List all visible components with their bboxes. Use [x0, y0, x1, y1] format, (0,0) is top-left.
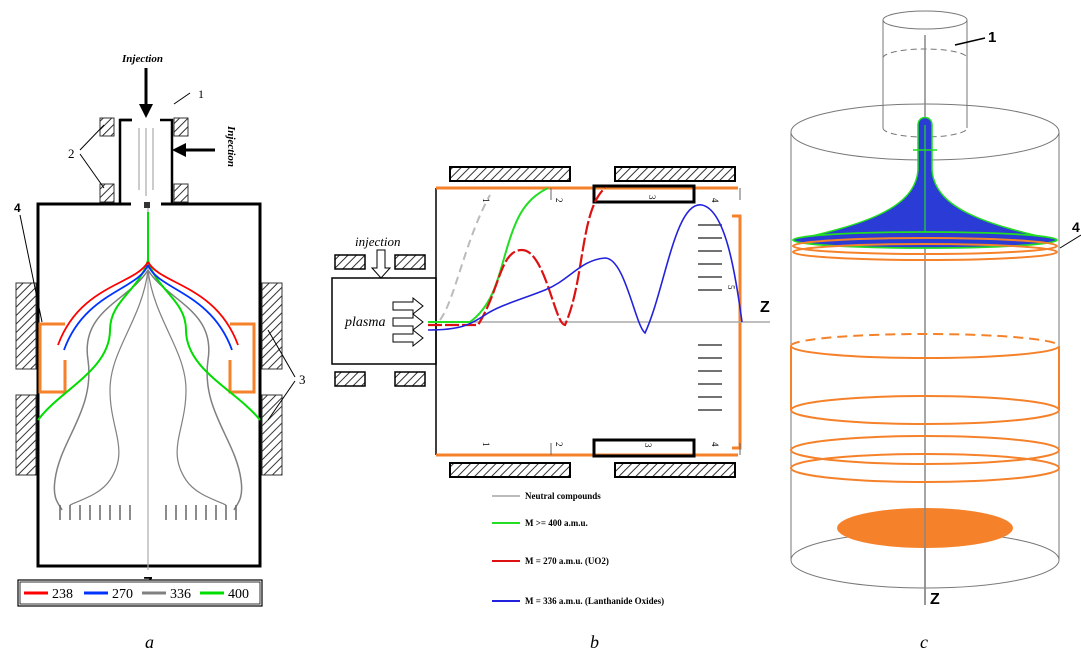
- callout-3-a: 3: [299, 372, 306, 387]
- legend-270-label: 270: [112, 587, 133, 602]
- panel-c: 1 4 Z c: [790, 10, 1081, 652]
- trajectory-336-inner-right: [147, 269, 227, 506]
- section-top-1: 1: [481, 198, 491, 203]
- panel-b: injection plasma Z 1 2 3 4 1 2 3 4 5 Neu…: [331, 166, 770, 652]
- section-top-4: 4: [710, 198, 720, 203]
- callout-4-c: 4: [1072, 219, 1080, 235]
- caption-b: b: [590, 632, 599, 652]
- magnet-b-bottom-left: [449, 462, 571, 478]
- legend-m270-label: M = 270 a.m.u. (UO2): [525, 556, 609, 566]
- legend-m400-label: M >= 400 a.m.u.: [525, 518, 588, 528]
- trajectory-238-right: [147, 261, 239, 346]
- magnet-b-top-right: [614, 166, 736, 182]
- magnet-2-top-right: [173, 117, 189, 137]
- callout-1-c: 1: [988, 29, 996, 46]
- caption-a: a: [145, 632, 154, 652]
- caption-c: c: [920, 632, 928, 652]
- section-bottom-3: 3: [643, 443, 653, 448]
- trajectory-neutral: [439, 194, 491, 321]
- trajectory-m336: [427, 204, 743, 335]
- trajectory-336-left: [53, 269, 149, 511]
- legend-neutral-label: Neutral compounds: [525, 491, 601, 501]
- trajectory-270-left: [63, 264, 149, 351]
- trajectory-336-inner-left: [69, 269, 149, 506]
- legend-a: 238 270 336 400: [17, 579, 263, 607]
- plate-ticks-a: [59, 505, 237, 520]
- magnet-2-top-left: [99, 117, 115, 137]
- ring-upper: [790, 345, 1060, 359]
- z-axis-label-c: Z: [930, 591, 940, 608]
- legend-238-label: 238: [52, 587, 73, 602]
- section-top-2: 2: [554, 198, 564, 203]
- magnet-b-bottom-right: [614, 462, 736, 478]
- injection-arrow-b: [370, 249, 392, 279]
- side-label-5: 5: [726, 285, 736, 290]
- trajectory-400-left: [37, 212, 149, 421]
- ring-lower-1: [790, 435, 1060, 465]
- magnet-3-left-upper: [15, 282, 37, 370]
- trajectory-400-right: [147, 212, 261, 421]
- magnet-3-left-lower: [15, 394, 37, 476]
- legend-336-label: 336: [170, 587, 191, 602]
- legend-400-label: 400: [228, 587, 249, 602]
- section-bottom-1: 1: [481, 442, 491, 447]
- trajectory-m270: [428, 187, 606, 327]
- ring-middle: [790, 395, 1060, 425]
- section-bottom-4: 4: [710, 442, 720, 447]
- magnet-b-top-left: [449, 166, 571, 182]
- z-axis-label-b: Z: [760, 299, 770, 316]
- callout-4-a: 4: [14, 201, 21, 215]
- legend-m336-label: M = 336 a.m.u. (Lanthanide Oxides): [525, 596, 664, 606]
- legend-b: Neutral compounds M >= 400 a.m.u. M = 27…: [492, 491, 664, 606]
- trajectory-270-right: [147, 264, 233, 351]
- ring-lower-2: [790, 453, 1060, 483]
- magnet-3-right-lower: [261, 394, 283, 476]
- callout-2-a: 2: [68, 146, 75, 161]
- trajectory-m400: [428, 187, 549, 323]
- plate-ticks-b: [698, 224, 722, 411]
- magnet-2-bottom-right: [173, 183, 189, 203]
- panel-a: Injection Injection 1 2 3 4 Z 238 270 33…: [14, 53, 306, 652]
- magnet-2-bottom-left: [99, 183, 115, 203]
- plasma-label-b: plasma: [344, 315, 385, 330]
- trajectory-238-left: [57, 261, 149, 346]
- trajectory-336-right: [147, 269, 243, 511]
- injection-label-b: injection: [355, 234, 401, 249]
- section-bottom-2: 2: [554, 442, 564, 447]
- collector-3-bottom: [592, 438, 696, 458]
- collector-4-right: [228, 322, 256, 394]
- section-top-3: 3: [647, 195, 657, 200]
- callout-1-a: 1: [198, 87, 204, 101]
- collector-4-left: [38, 322, 67, 394]
- injection-top-label: Injection: [121, 53, 163, 65]
- collector-b-right: [732, 214, 742, 450]
- injection-side-label: Injection: [225, 125, 237, 167]
- magnet-3-right-upper: [261, 282, 283, 370]
- collector-3-top: [592, 184, 696, 204]
